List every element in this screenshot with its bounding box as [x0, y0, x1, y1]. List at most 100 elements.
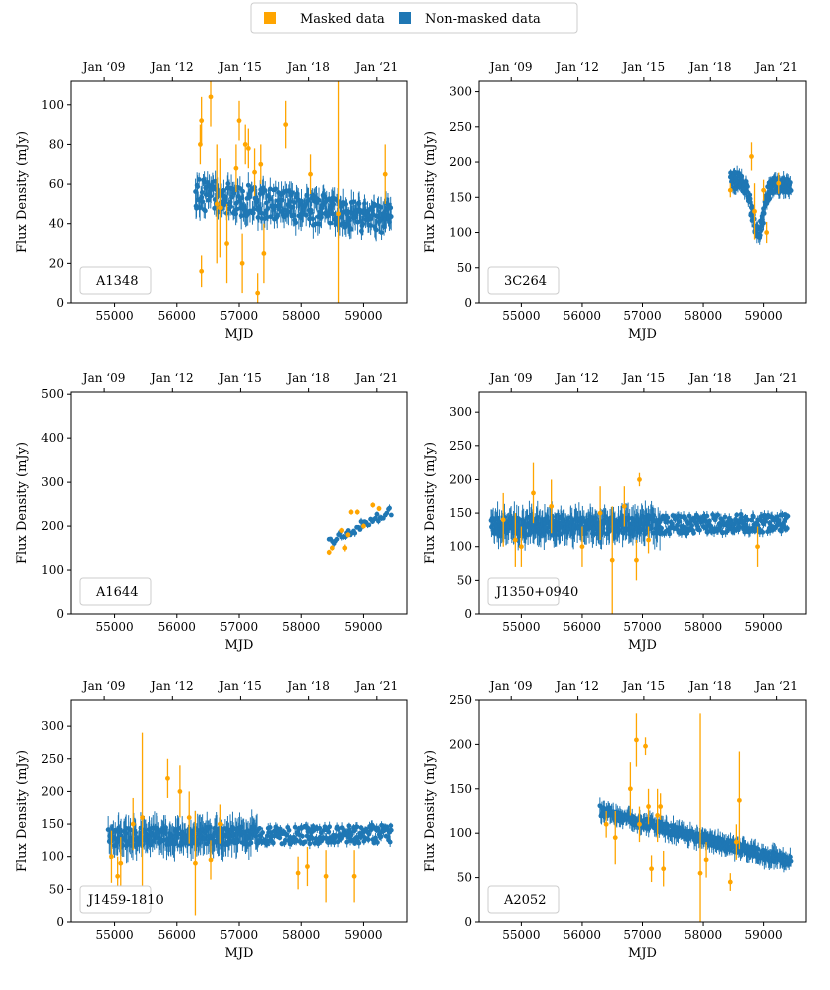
x-tick-label: 56000 — [158, 928, 196, 942]
y-tick-label: 200 — [41, 784, 64, 798]
nonmasked-point — [373, 227, 379, 233]
masked-series — [727, 142, 782, 244]
masked-point — [697, 870, 703, 876]
y-tick-label: 300 — [41, 719, 64, 733]
masked-point — [109, 854, 114, 860]
masked-point — [261, 251, 267, 256]
source-label-box — [79, 577, 152, 606]
top-tick-label: Jan ‘18 — [285, 371, 330, 385]
nonmasked-point — [366, 522, 372, 528]
nonmasked-point — [245, 182, 251, 188]
nonmasked-point — [250, 210, 256, 216]
nonmasked-point — [378, 834, 384, 840]
top-tick-label: Jan ‘21 — [354, 371, 399, 385]
x-axis-label: MJD — [225, 327, 254, 342]
masked-point — [597, 510, 603, 516]
top-tick-label: Jan ‘09 — [488, 371, 533, 385]
nonmasked-point — [712, 517, 718, 523]
nonmasked-point — [767, 196, 773, 202]
x-tick-label: 58000 — [684, 620, 722, 634]
x-tick-label: 58000 — [684, 309, 722, 323]
nonmasked-point — [248, 840, 254, 846]
top-tick-label: Jan ‘21 — [753, 60, 798, 74]
masked-point — [661, 866, 667, 872]
nonmasked-point — [343, 201, 349, 207]
masked-point — [308, 171, 313, 177]
y-tick-label: 500 — [41, 387, 64, 401]
masked-point — [342, 545, 348, 551]
top-tick-label: Jan ‘09 — [81, 60, 126, 74]
nonmasked-point — [327, 220, 333, 226]
y-tick-label: 100 — [41, 850, 64, 864]
nonmasked-point — [286, 827, 292, 833]
x-tick-label: 58000 — [684, 928, 722, 942]
top-tick-label: Jan ‘15 — [217, 679, 262, 693]
masked-point — [199, 268, 205, 274]
masked-point — [727, 879, 733, 885]
nonmasked-point — [316, 197, 322, 203]
top-tick-label: Jan ‘09 — [81, 679, 126, 693]
x-tick-label: 56000 — [158, 309, 196, 323]
panel-a1644: 55000 56000 57000 58000 59000 Jan ‘09 Jan ‘12 J… — [15, 371, 408, 653]
x-axis-label: MJD — [225, 946, 254, 961]
y-tick-label: 150 — [449, 782, 472, 796]
masked-point — [283, 122, 289, 128]
top-tick-label: Jan ‘18 — [687, 60, 732, 74]
nonmasked-point — [742, 529, 748, 535]
masked-point — [329, 545, 335, 551]
nonmasked-point — [360, 221, 366, 227]
nonmasked-point — [737, 524, 742, 530]
nonmasked-point — [204, 841, 210, 847]
nonmasked-point — [763, 518, 768, 524]
source-label-box — [487, 266, 560, 295]
top-tick-label: Jan ‘15 — [621, 371, 666, 385]
masked-point — [208, 857, 214, 863]
top-tick-label: Jan ‘18 — [687, 679, 732, 693]
x-tick-label: 59000 — [745, 620, 783, 634]
nonmasked-point — [348, 832, 354, 838]
nonmasked-point — [755, 846, 761, 852]
x-tick-label: 57000 — [623, 928, 661, 942]
masked-point — [345, 532, 351, 538]
nonmasked-series — [727, 165, 794, 245]
nonmasked-point — [707, 518, 712, 524]
panel-j1350+0940: 55000 56000 57000 58000 59000 Jan ‘09 Jan ‘12 J… — [423, 371, 807, 653]
source-label: A1348 — [95, 274, 138, 289]
masked-point — [518, 544, 524, 550]
nonmasked-point — [221, 188, 226, 193]
plot-area — [488, 462, 791, 614]
nonmasked-point — [650, 818, 656, 824]
top-tick-label: Jan ‘12 — [554, 60, 599, 74]
y-tick-label: 250 — [449, 439, 472, 453]
nonmasked-point — [354, 824, 360, 830]
x-tick-label: 59000 — [344, 620, 382, 634]
masked-point — [177, 789, 183, 794]
masked-point — [752, 208, 757, 214]
nonmasked-point — [267, 825, 273, 830]
x-tick-label: 55000 — [502, 309, 540, 323]
nonmasked-point — [384, 510, 390, 516]
masked-point — [755, 544, 760, 550]
y-tick-label: 400 — [41, 431, 64, 445]
y-tick-label: 20 — [49, 256, 64, 270]
masked-series — [198, 81, 388, 303]
nonmasked-point — [734, 512, 740, 518]
y-tick-label: 50 — [457, 261, 472, 275]
x-tick-label: 57000 — [623, 620, 661, 634]
masked-point — [348, 509, 354, 515]
masked-point — [627, 786, 633, 792]
masked-point — [214, 201, 220, 207]
masked-point — [749, 154, 754, 159]
plot-area — [105, 732, 394, 916]
nonmasked-point — [379, 230, 384, 236]
masked-point — [549, 503, 555, 509]
masked-point — [252, 169, 257, 175]
y-tick-label: 0 — [464, 915, 472, 929]
masked-series — [326, 502, 382, 556]
top-tick-label: Jan ‘09 — [81, 371, 126, 385]
nonmasked-point — [233, 211, 239, 217]
nonmasked-point — [258, 833, 264, 839]
nonmasked-point — [784, 526, 790, 531]
nonmasked-point — [291, 200, 297, 205]
